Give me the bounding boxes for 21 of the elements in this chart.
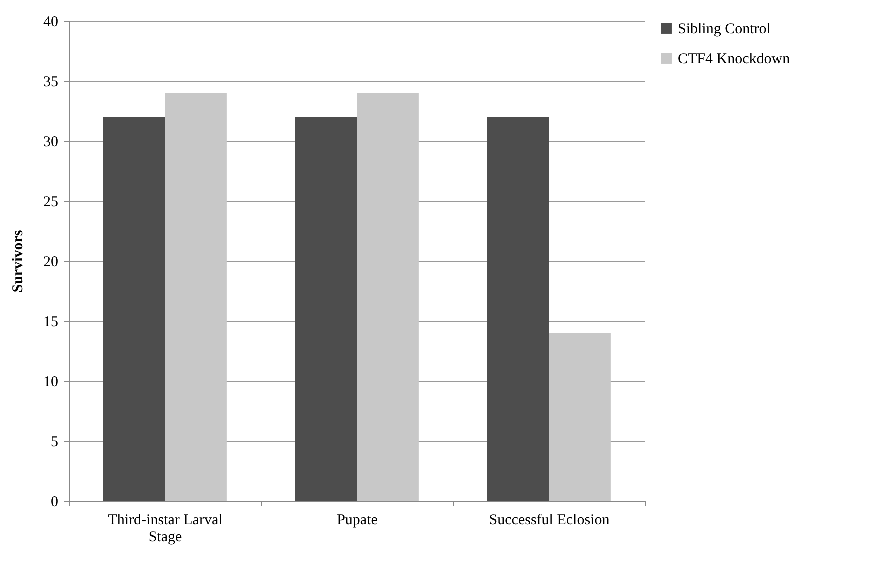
x-tick-label: Successful Eclosion — [489, 512, 610, 528]
legend-label: CTF4 Knockdown — [678, 52, 791, 68]
y-axis-title: Survivors — [10, 230, 26, 293]
bar — [103, 117, 165, 501]
y-tick-label: 30 — [44, 134, 58, 150]
bar — [487, 117, 549, 501]
x-tick-label: Pupate — [337, 512, 378, 528]
bar — [549, 333, 611, 501]
y-tick-label: 15 — [44, 314, 58, 330]
y-tick-label: 5 — [51, 434, 58, 450]
bar — [165, 93, 227, 501]
y-tick-label: 0 — [51, 494, 58, 510]
x-tick-label: Third-instar Larval Stage — [108, 512, 223, 546]
y-tick-label: 20 — [44, 254, 58, 270]
y-tick-label: 35 — [44, 74, 58, 90]
y-tick-label: 10 — [44, 374, 58, 390]
bar — [357, 93, 419, 501]
y-tick-label: 40 — [44, 14, 58, 30]
legend-label: Sibling Control — [678, 22, 771, 38]
y-tick-label: 25 — [44, 194, 58, 210]
bar — [295, 117, 357, 501]
